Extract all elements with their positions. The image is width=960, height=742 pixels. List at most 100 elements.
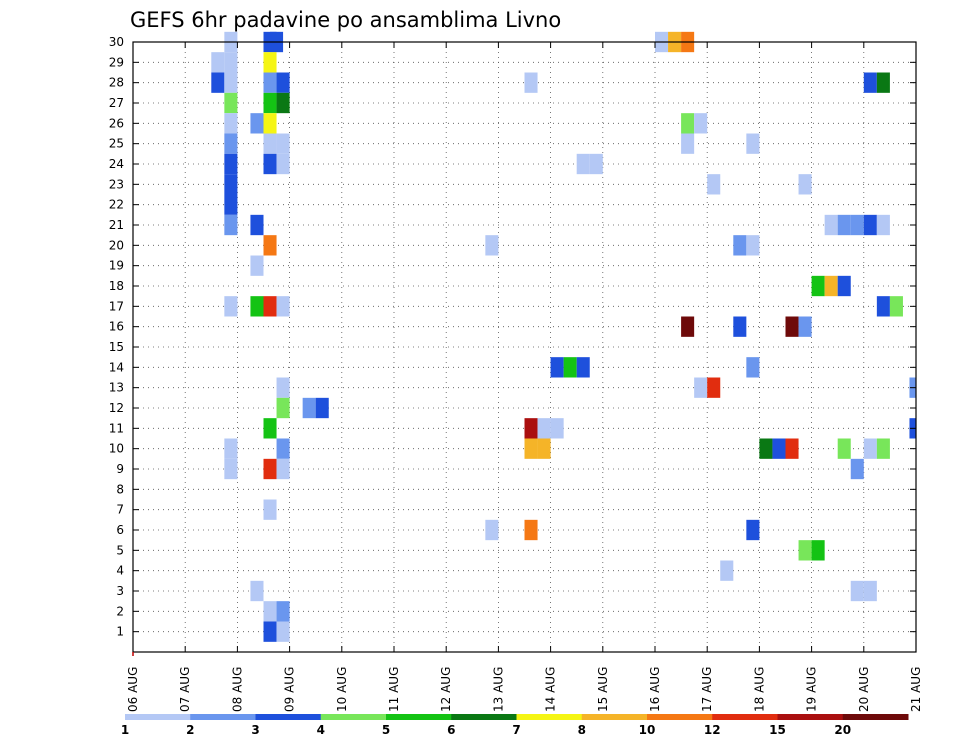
colorbar-segment bbox=[125, 714, 191, 720]
y-tick-label: 29 bbox=[109, 55, 124, 69]
heatmap-cell bbox=[720, 560, 734, 581]
heatmap-cell bbox=[889, 296, 903, 317]
heatmap-cell bbox=[211, 52, 225, 73]
x-tick-label: 17 AUG bbox=[700, 667, 714, 712]
heatmap-cell bbox=[876, 72, 890, 93]
x-tick-label: 09 AUG bbox=[283, 667, 297, 712]
colorbar-label: 10 bbox=[639, 723, 656, 737]
x-tick-label: 19 AUG bbox=[805, 667, 819, 712]
x-tick-label: 10 AUG bbox=[335, 667, 349, 712]
heatmap-cell bbox=[746, 357, 760, 378]
heatmap-cell bbox=[863, 214, 877, 236]
x-tick-label: 21 AUG bbox=[909, 667, 923, 712]
heatmap-cell bbox=[224, 153, 238, 175]
heatmap-cell bbox=[263, 499, 277, 520]
heatmap-cell bbox=[224, 174, 238, 195]
colorbar-segment bbox=[320, 714, 387, 720]
heatmap-cell bbox=[550, 418, 564, 439]
heatmap-cell bbox=[550, 357, 564, 378]
y-tick-label: 1 bbox=[116, 625, 124, 639]
heatmap-cell bbox=[759, 438, 773, 459]
heatmap-cell bbox=[276, 438, 290, 459]
heatmap-cell bbox=[863, 438, 877, 459]
heatmap-cell bbox=[694, 377, 708, 398]
heatmap-cell bbox=[863, 580, 877, 602]
heatmap-cell bbox=[276, 153, 290, 175]
heatmap-cell bbox=[276, 92, 290, 114]
heatmap-cell bbox=[263, 92, 277, 114]
y-tick-label: 22 bbox=[109, 198, 124, 212]
heatmap-cell bbox=[785, 438, 799, 459]
heatmap-cell bbox=[524, 438, 538, 459]
y-tick-label: 9 bbox=[116, 462, 124, 476]
y-tick-label: 3 bbox=[116, 584, 124, 598]
colorbar-label: 3 bbox=[251, 723, 259, 737]
y-tick-label: 26 bbox=[109, 116, 124, 130]
heatmap-cell bbox=[681, 316, 695, 337]
heatmap-cell bbox=[276, 133, 290, 154]
heatmap-cell bbox=[263, 235, 277, 256]
heatmap-cell bbox=[263, 296, 277, 317]
heatmap-cell bbox=[563, 357, 577, 378]
x-tick-label: 16 AUG bbox=[648, 667, 662, 712]
heatmap-cell bbox=[785, 316, 799, 337]
heatmap-cell bbox=[263, 418, 277, 439]
heatmap-cell bbox=[837, 438, 851, 459]
chart-title: GEFS 6hr padavine po ansamblima Livno bbox=[130, 8, 561, 32]
colorbar-label: 6 bbox=[447, 723, 455, 737]
heatmap-cell bbox=[276, 72, 290, 93]
x-tick-label: 18 AUG bbox=[752, 667, 766, 712]
y-tick-label: 23 bbox=[109, 177, 124, 191]
colorbar-segment bbox=[190, 714, 256, 720]
heatmap-cell bbox=[224, 214, 238, 236]
heatmap-cell bbox=[211, 72, 225, 93]
colorbar-label: 1 bbox=[121, 723, 129, 737]
heatmap-cell bbox=[694, 113, 708, 134]
y-tick-label: 13 bbox=[109, 381, 124, 395]
colorbar-label: 4 bbox=[317, 723, 325, 737]
heatmap-cell bbox=[811, 275, 825, 297]
x-tick-label: 07 AUG bbox=[178, 667, 192, 712]
y-tick-label: 28 bbox=[109, 76, 124, 90]
colorbar-segment bbox=[647, 714, 713, 720]
colorbar-segment bbox=[451, 714, 517, 720]
heatmap-cell bbox=[850, 580, 864, 602]
y-tick-label: 16 bbox=[109, 320, 124, 334]
y-tick-label: 20 bbox=[109, 238, 124, 252]
y-tick-label: 11 bbox=[109, 421, 124, 435]
y-tick-label: 30 bbox=[109, 35, 124, 49]
heatmap-cell bbox=[485, 235, 499, 256]
y-axis: 1234567891011121314151617181920212223242… bbox=[109, 35, 916, 639]
y-tick-label: 10 bbox=[109, 442, 124, 456]
heatmap-cell bbox=[263, 601, 277, 622]
heatmap-cell bbox=[485, 519, 499, 541]
heatmap-cell bbox=[681, 133, 695, 154]
heatmap-cell bbox=[224, 113, 238, 134]
colorbar-label: 7 bbox=[512, 723, 520, 737]
colorbar-label: 5 bbox=[382, 723, 390, 737]
heatmap-cell bbox=[224, 458, 238, 480]
heatmap-cell bbox=[224, 438, 238, 459]
heatmap-cell bbox=[707, 174, 721, 195]
heatmap-cell bbox=[746, 133, 760, 154]
colorbar-segment bbox=[516, 714, 583, 720]
y-tick-label: 21 bbox=[109, 218, 124, 232]
heatmap-cell bbox=[224, 52, 238, 73]
x-tick-label: 13 AUG bbox=[491, 667, 505, 712]
heatmap-cell bbox=[707, 377, 721, 398]
x-tick-label: 06 AUG bbox=[126, 667, 140, 712]
heatmap-cell bbox=[224, 194, 238, 215]
heatmap-cell bbox=[263, 52, 277, 73]
heatmap-cell bbox=[863, 72, 877, 93]
x-tick-label: 12 AUG bbox=[439, 667, 453, 712]
heatmap-cell bbox=[798, 540, 812, 561]
colorbar: 1 2 3 4 5 6 7 8 10 12 15 20 bbox=[121, 714, 909, 737]
heatmap-cell bbox=[876, 214, 890, 236]
heatmap-cell bbox=[263, 153, 277, 175]
y-tick-label: 19 bbox=[109, 259, 124, 273]
heatmap-cell bbox=[315, 397, 329, 419]
heatmap-cell bbox=[224, 133, 238, 154]
heatmap-cell bbox=[224, 72, 238, 93]
x-axis: 06 AUG 07 AUG 08 AUG 09 AUG 10 AUG 11 AUG 12 A… bbox=[126, 42, 923, 712]
